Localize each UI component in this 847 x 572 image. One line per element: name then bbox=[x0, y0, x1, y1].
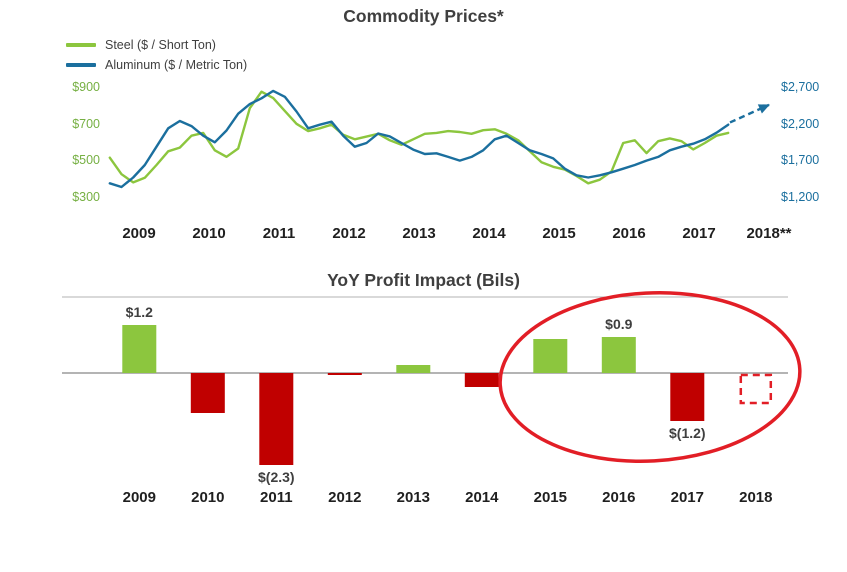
aluminum-line bbox=[108, 89, 730, 189]
year-label: 2014 bbox=[472, 225, 506, 242]
legend-label: Aluminum ($ / Metric Ton) bbox=[105, 58, 248, 72]
bar-2009 bbox=[122, 325, 157, 373]
year-label: 2009 bbox=[122, 225, 155, 242]
legend-label: Steel ($ / Short Ton) bbox=[105, 38, 216, 52]
aluminum-axis-tick: $2,700 bbox=[781, 80, 820, 94]
steel-axis-tick: $700 bbox=[72, 116, 100, 131]
bar-2017 bbox=[670, 373, 705, 421]
year-label: 2012 bbox=[332, 225, 365, 242]
yoy-profit-impact-chart: YoY Profit Impact (Bils) $1.2 2009 2010 $(2… bbox=[0, 270, 847, 530]
year-label: 2015 bbox=[542, 225, 575, 242]
year-label: 2016 bbox=[612, 225, 645, 242]
commodity-prices-chart: Commodity Prices* Steel ($ / Short Ton) A… bbox=[0, 0, 847, 266]
bar-2012 bbox=[327, 373, 362, 375]
year-label: 2013 bbox=[397, 489, 430, 506]
legend-line-swatch bbox=[66, 43, 96, 47]
year-label: 2017 bbox=[671, 489, 704, 506]
highlight-ellipse bbox=[498, 290, 802, 464]
year-label: 2012 bbox=[328, 489, 361, 506]
yoy-profit-impact-title: YoY Profit Impact (Bils) bbox=[327, 270, 520, 290]
forecast-box bbox=[739, 373, 773, 405]
aluminum-axis-tick: $1,700 bbox=[781, 153, 820, 168]
year-label: 2014 bbox=[465, 489, 499, 506]
bar-2014 bbox=[464, 373, 499, 387]
bar-2016 bbox=[601, 337, 636, 373]
year-label: 2016 bbox=[602, 489, 635, 506]
bar-2010 bbox=[190, 373, 225, 413]
year-label: 2010 bbox=[191, 489, 224, 506]
year-label: 2013 bbox=[402, 225, 435, 242]
footnotes: * Source: Bloomberg; ticker symbols: HRC… bbox=[14, 533, 457, 572]
chart-legend: Steel ($ / Short Ton) Aluminum ($ / Metri… bbox=[66, 38, 247, 72]
bar-2011 bbox=[259, 373, 294, 465]
aluminum-axis-tick: $1,200 bbox=[781, 190, 820, 204]
year-label: 2017 bbox=[682, 225, 715, 242]
bar-value-label: $(2.3) bbox=[258, 469, 295, 485]
year-label: 2015 bbox=[534, 489, 567, 506]
aluminum-axis-tick: $2,200 bbox=[781, 116, 820, 131]
legend-item-aluminum: Aluminum ($ / Metric Ton) bbox=[66, 58, 247, 72]
commodity-prices-title: Commodity Prices* bbox=[343, 6, 504, 26]
steel-axis-tick: $900 bbox=[72, 80, 100, 94]
steel-axis-tick: $500 bbox=[72, 153, 100, 168]
year-label: 2010 bbox=[192, 225, 225, 242]
year-label: 2011 bbox=[263, 225, 296, 242]
bar-2015 bbox=[533, 339, 568, 373]
bar-value-label: $0.9 bbox=[605, 316, 632, 332]
yoy-profit-impact-plot: $1.2 2009 2010 $(2.3) 2011 2012 2013 2014 2015 $0… bbox=[62, 290, 802, 506]
year-label: 2011 bbox=[260, 489, 293, 506]
forecast-arrowhead bbox=[757, 104, 770, 114]
year-label: 2018 bbox=[739, 489, 772, 506]
year-label: 2018** bbox=[746, 225, 791, 242]
bar-value-label: $1.2 bbox=[126, 304, 153, 320]
steel-axis-tick: $300 bbox=[72, 190, 100, 204]
legend-item-steel: Steel ($ / Short Ton) bbox=[66, 38, 247, 52]
year-label: 2009 bbox=[123, 489, 156, 506]
bar-value-label: $(1.2) bbox=[669, 425, 706, 441]
legend-line-swatch bbox=[66, 63, 96, 67]
steel-line bbox=[108, 90, 730, 185]
bar-2013 bbox=[396, 365, 431, 373]
commodity-prices-plot: 2009 2010 2011 2012 2013 2014 2015 2016 2017 2018… bbox=[108, 89, 792, 242]
